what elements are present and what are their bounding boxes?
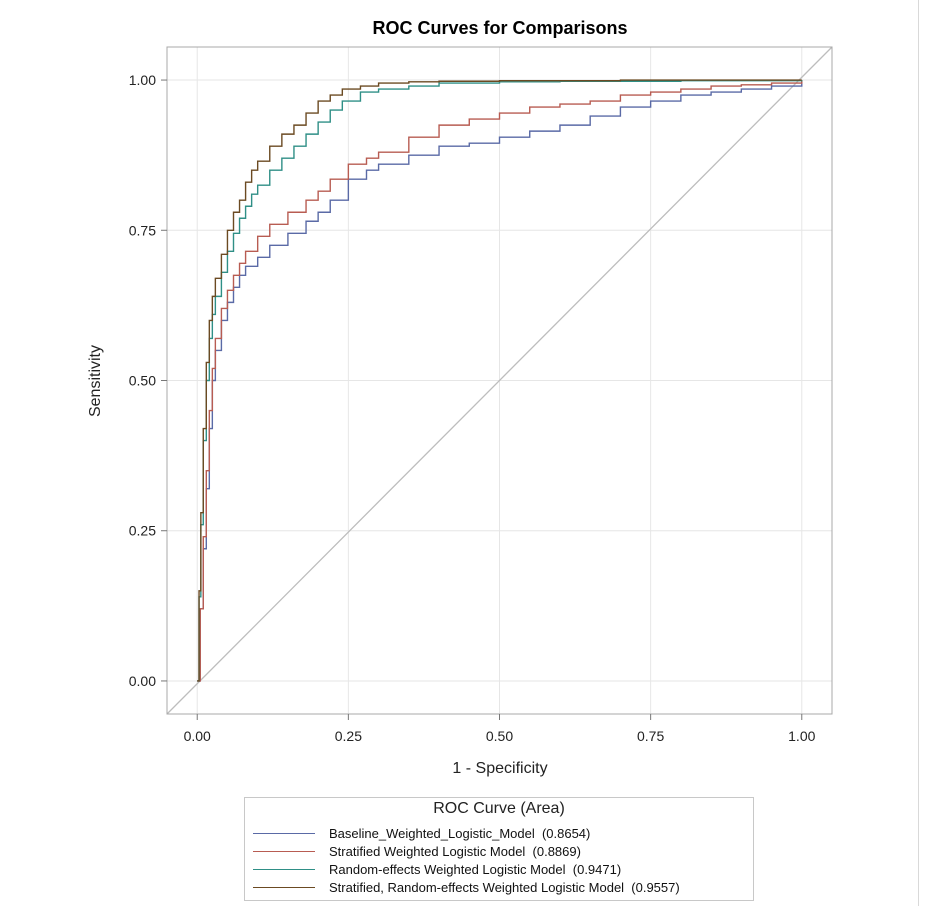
legend-entry: Random-effects Weighted Logistic Model (… (253, 860, 621, 878)
legend-label: Baseline_Weighted_Logistic_Model (0.8654… (329, 825, 591, 841)
y-axis-ticks: 0.00 0.25 0.50 0.75 1.00 (129, 72, 167, 689)
x-tick-label: 0.75 (637, 728, 664, 744)
legend-entry: Baseline_Weighted_Logistic_Model (0.8654… (253, 824, 590, 842)
legend-swatch (253, 832, 315, 834)
y-tick-label: 0.50 (129, 373, 156, 389)
legend-entry: Stratified Weighted Logistic Model (0.88… (253, 842, 581, 860)
y-axis-label: Sensitivity (87, 345, 104, 417)
legend: ROC Curve (Area) Baseline_Weighted_Logis… (244, 797, 754, 901)
x-axis-label: 1 - Specificity (452, 760, 547, 777)
chart-title: ROC Curves for Comparisons (372, 18, 627, 38)
legend-label: Stratified Weighted Logistic Model (0.88… (329, 843, 581, 859)
x-tick-label: 1.00 (788, 728, 815, 744)
legend-swatch (253, 850, 315, 852)
x-axis-ticks: 0.00 0.25 0.50 0.75 1.00 (184, 714, 816, 744)
x-tick-label: 0.50 (486, 728, 513, 744)
legend-swatch (253, 868, 315, 870)
roc-curve-series-2 (197, 80, 803, 682)
x-tick-label: 0.25 (335, 728, 362, 744)
legend-label: Random-effects Weighted Logistic Model (… (329, 861, 622, 877)
legend-swatch (253, 886, 315, 888)
y-tick-label: 0.00 (129, 673, 156, 689)
legend-label: Stratified, Random-effects Weighted Logi… (329, 879, 680, 895)
y-tick-label: 0.75 (129, 222, 156, 238)
roc-curve-series-1 (197, 80, 803, 682)
x-tick-label: 0.00 (184, 728, 211, 744)
legend-title: ROC Curve (Area) (433, 800, 565, 817)
series-layer (197, 79, 803, 682)
legend-entry: Stratified, Random-effects Weighted Logi… (253, 878, 680, 896)
y-tick-label: 1.00 (129, 72, 156, 88)
reference-diagonal (166, 46, 833, 715)
y-tick-label: 0.25 (129, 523, 156, 539)
roc-curve-series-4 (197, 79, 802, 682)
panel-divider (918, 0, 919, 906)
